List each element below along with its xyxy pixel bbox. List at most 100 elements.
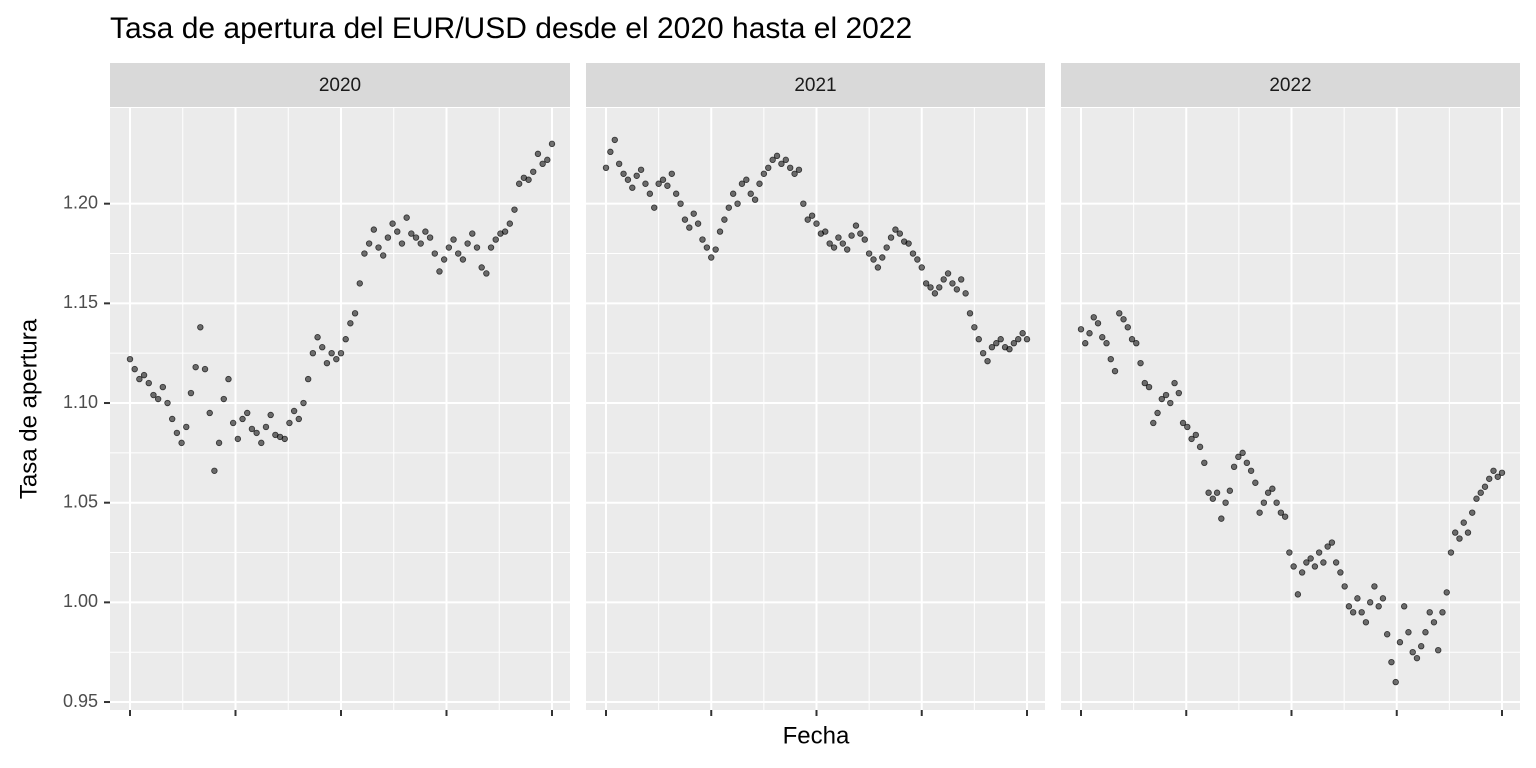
point bbox=[1464, 529, 1472, 536]
point bbox=[422, 228, 429, 235]
point bbox=[975, 336, 982, 343]
point bbox=[918, 264, 925, 271]
point bbox=[164, 399, 171, 407]
point bbox=[412, 234, 420, 241]
point bbox=[1388, 658, 1395, 666]
point bbox=[1145, 383, 1153, 391]
strip-label: 2021 bbox=[794, 75, 836, 96]
point bbox=[905, 240, 912, 247]
point bbox=[672, 190, 680, 197]
point bbox=[436, 268, 443, 275]
y-axis-label: Tasa de apertura bbox=[15, 318, 42, 499]
point bbox=[389, 220, 396, 227]
strip-label: 2022 bbox=[1269, 75, 1311, 96]
point bbox=[861, 236, 868, 243]
point bbox=[342, 336, 349, 343]
point bbox=[611, 136, 618, 144]
point bbox=[782, 156, 790, 164]
point bbox=[295, 415, 302, 423]
point bbox=[1188, 435, 1195, 443]
point bbox=[936, 284, 943, 291]
point bbox=[136, 375, 143, 383]
point bbox=[1243, 459, 1251, 467]
point bbox=[699, 236, 706, 243]
point bbox=[1171, 379, 1178, 387]
point bbox=[183, 423, 190, 431]
point bbox=[1286, 549, 1293, 556]
strip-background bbox=[586, 63, 1045, 107]
point bbox=[708, 254, 715, 261]
point bbox=[248, 425, 256, 433]
point bbox=[1418, 643, 1425, 650]
point bbox=[215, 439, 223, 447]
point bbox=[201, 365, 209, 373]
point bbox=[229, 419, 237, 427]
point bbox=[822, 228, 829, 235]
point bbox=[1332, 559, 1340, 566]
point bbox=[686, 224, 693, 231]
point bbox=[1452, 529, 1459, 536]
point bbox=[544, 156, 551, 164]
point bbox=[506, 220, 513, 227]
point bbox=[940, 276, 947, 283]
point bbox=[548, 140, 556, 148]
point bbox=[734, 200, 741, 207]
point bbox=[511, 206, 518, 213]
point bbox=[253, 429, 260, 437]
point bbox=[244, 409, 251, 417]
point bbox=[953, 286, 961, 293]
point bbox=[721, 216, 728, 223]
point bbox=[1184, 423, 1191, 431]
point bbox=[615, 160, 623, 168]
point bbox=[225, 375, 232, 383]
point bbox=[1456, 535, 1463, 542]
point bbox=[646, 190, 654, 197]
point bbox=[1192, 431, 1200, 439]
point bbox=[892, 226, 899, 233]
point bbox=[426, 234, 434, 241]
point bbox=[487, 244, 495, 251]
point bbox=[290, 407, 298, 415]
point bbox=[826, 240, 833, 247]
point bbox=[716, 228, 724, 235]
point bbox=[1443, 589, 1450, 596]
point bbox=[1158, 395, 1165, 403]
point bbox=[525, 176, 532, 183]
point bbox=[1116, 310, 1123, 317]
point bbox=[1260, 499, 1268, 506]
point bbox=[408, 230, 415, 237]
point bbox=[267, 411, 274, 419]
point bbox=[1239, 449, 1246, 457]
point bbox=[1358, 609, 1365, 616]
point bbox=[1090, 314, 1097, 321]
point bbox=[971, 324, 978, 331]
point bbox=[979, 349, 987, 357]
point bbox=[1366, 599, 1374, 606]
point bbox=[258, 439, 265, 447]
point bbox=[791, 170, 798, 177]
point bbox=[455, 250, 462, 257]
point bbox=[769, 156, 776, 164]
point bbox=[483, 270, 490, 277]
point bbox=[1303, 559, 1310, 566]
point bbox=[984, 357, 991, 365]
point bbox=[1349, 609, 1357, 616]
point bbox=[469, 230, 476, 237]
point bbox=[944, 270, 952, 277]
point bbox=[459, 256, 467, 263]
point bbox=[417, 240, 424, 247]
point bbox=[1422, 629, 1429, 636]
point bbox=[800, 200, 807, 207]
point bbox=[1345, 603, 1353, 610]
point bbox=[431, 250, 438, 257]
point bbox=[1477, 489, 1484, 496]
point bbox=[725, 204, 732, 211]
point bbox=[1141, 379, 1148, 387]
point bbox=[1201, 459, 1208, 467]
point bbox=[1150, 419, 1157, 427]
point bbox=[694, 220, 702, 227]
point bbox=[1120, 316, 1127, 323]
point bbox=[624, 176, 632, 183]
point bbox=[1094, 320, 1102, 327]
point bbox=[1222, 499, 1229, 506]
